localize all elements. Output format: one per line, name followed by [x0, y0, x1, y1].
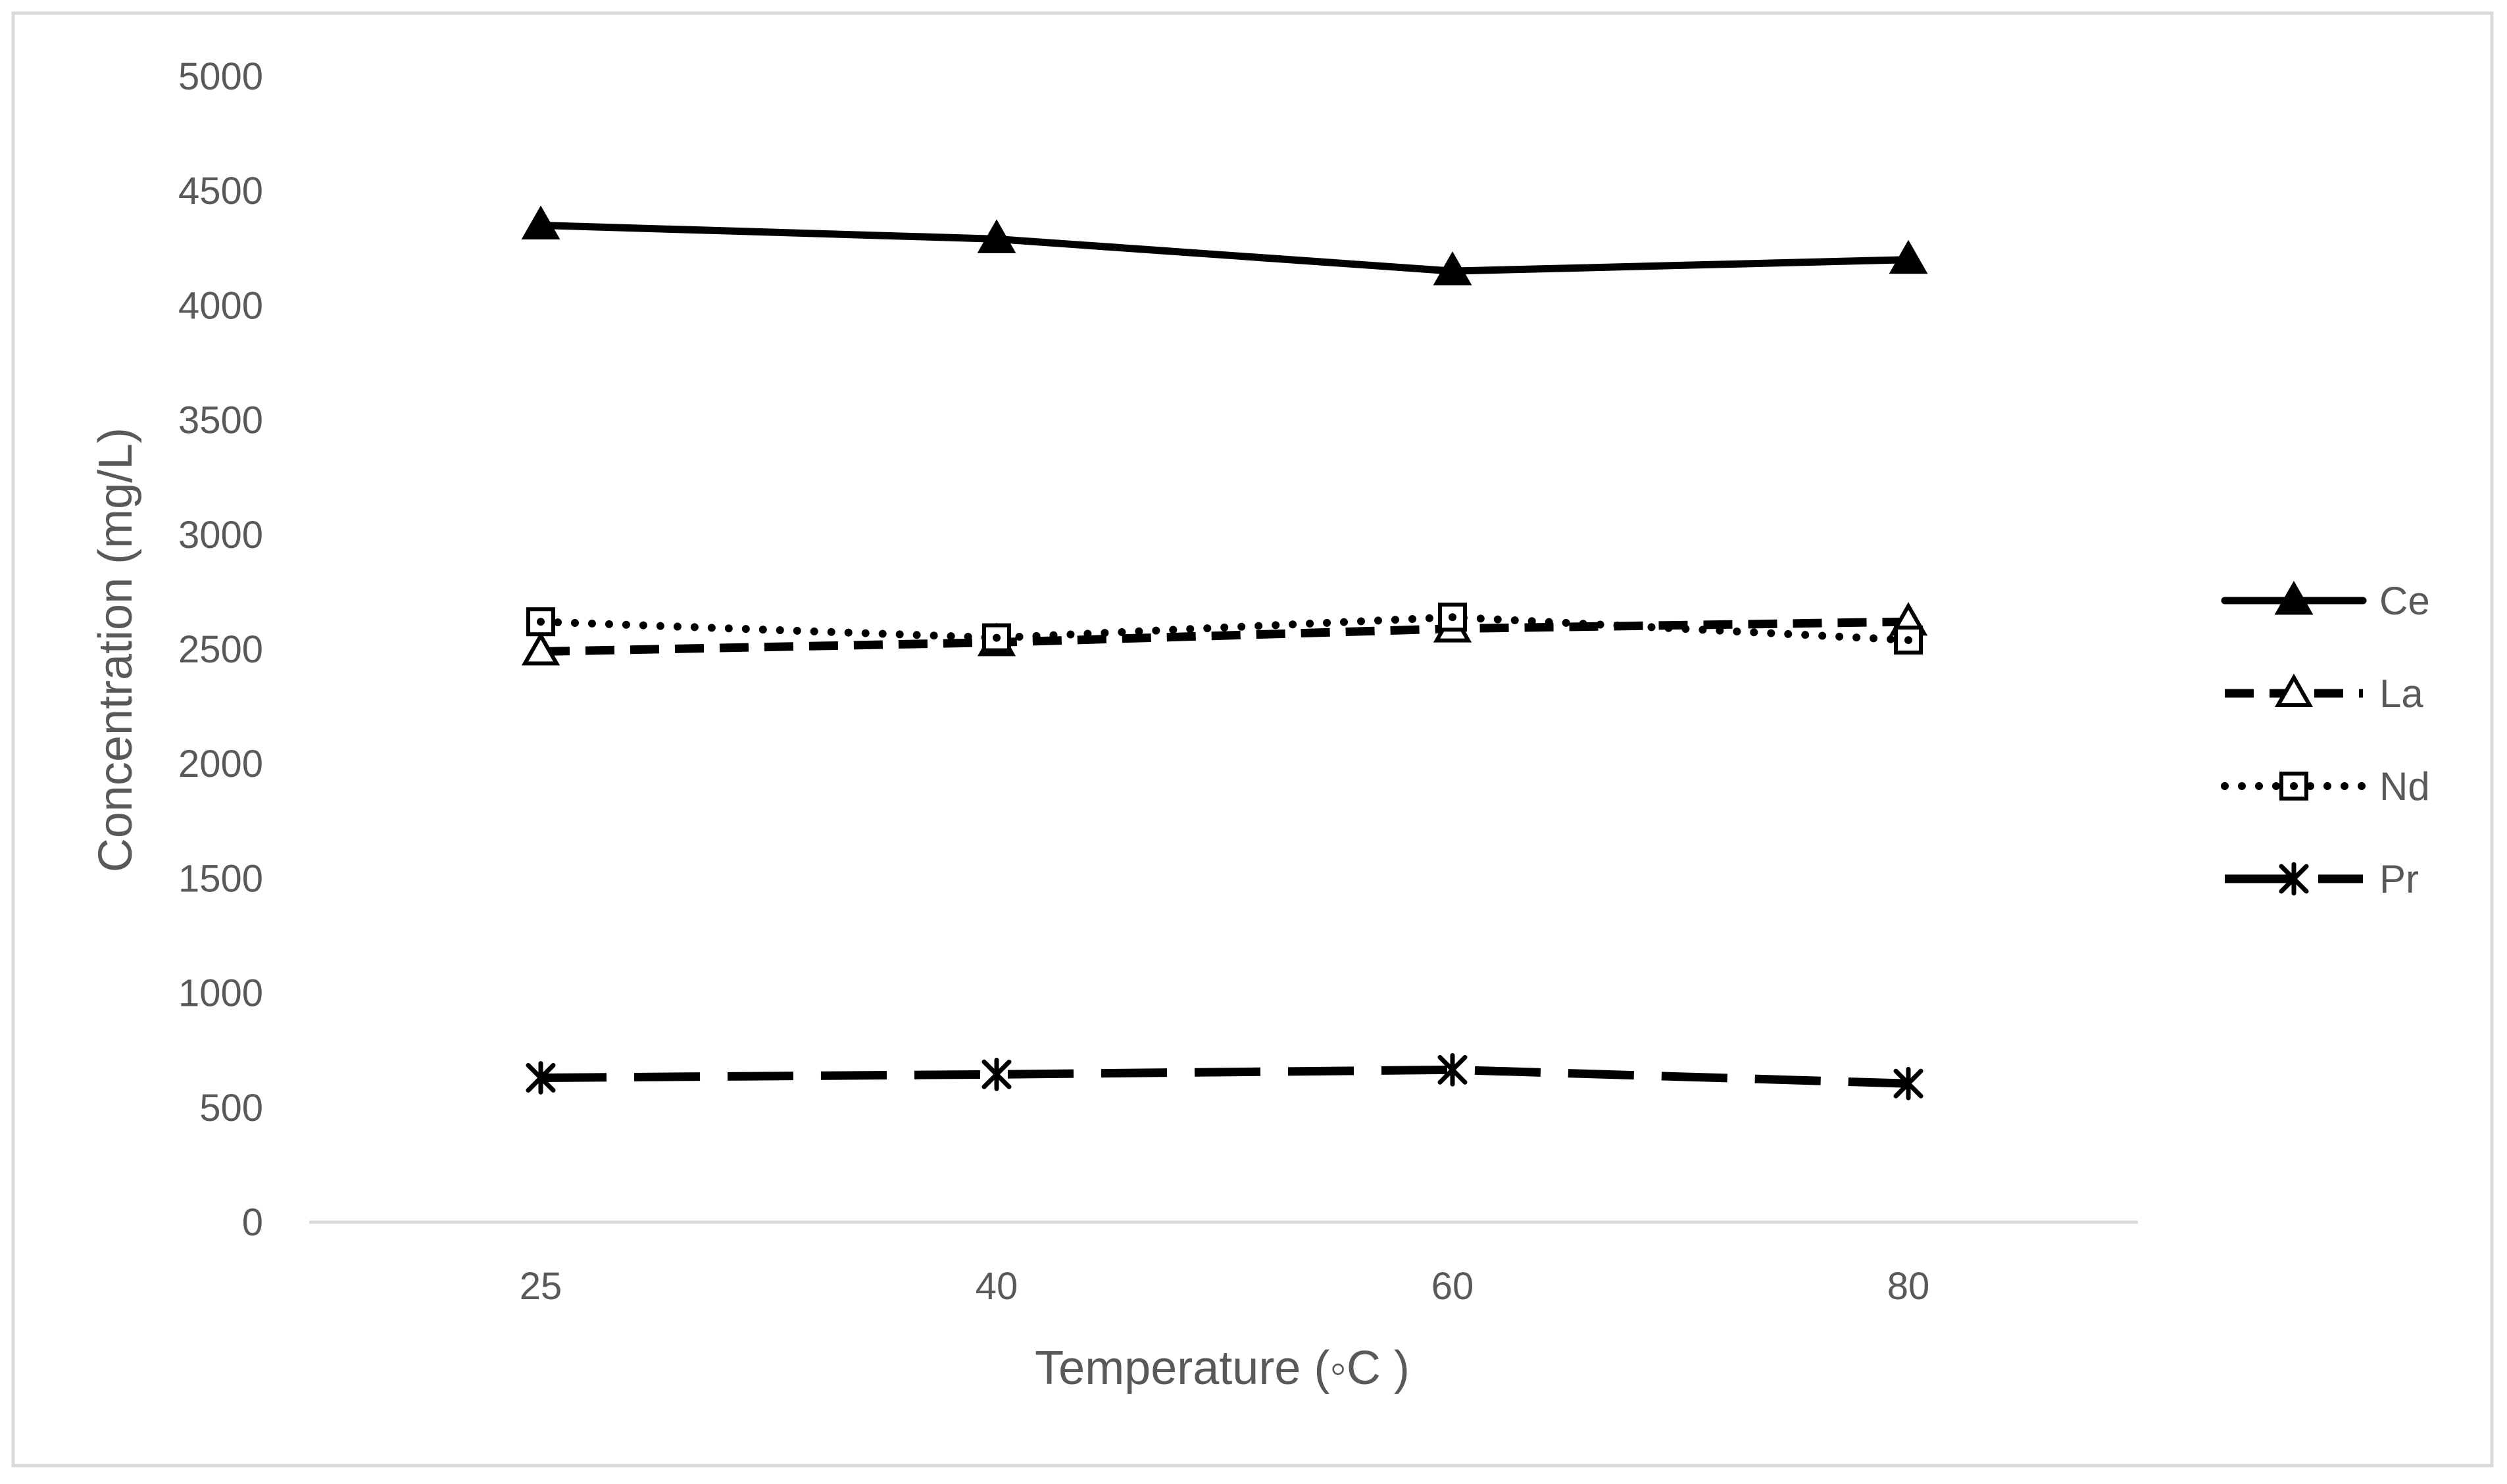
data-point — [521, 205, 560, 239]
data-point — [1893, 1066, 1924, 1101]
data-point — [2279, 862, 2309, 896]
legend-item-ce: Ce — [2221, 579, 2430, 623]
x-tick-label: 80 — [1887, 1265, 1930, 1308]
x-tick-label: 40 — [976, 1265, 1018, 1308]
series-line — [540, 1065, 1909, 1088]
y-tick-label: 4000 — [178, 284, 263, 327]
series-line — [540, 617, 1909, 656]
y-tick-label: 4500 — [178, 170, 263, 212]
data-point — [977, 219, 1016, 253]
series-line — [537, 613, 1912, 645]
data-point — [982, 623, 1011, 653]
series-pr — [526, 1052, 1924, 1101]
data-point-square — [526, 607, 555, 637]
y-tick-label: 2000 — [178, 743, 263, 785]
y-tick-label: 1500 — [178, 857, 263, 900]
series-line — [537, 221, 1912, 275]
data-point — [526, 607, 555, 637]
legend-label: Pr — [2379, 857, 2419, 901]
legend-label: Nd — [2379, 764, 2430, 808]
legend: Ce La Nd Pr — [2221, 579, 2430, 901]
legend-label: La — [2379, 672, 2423, 716]
y-axis-title: Concentration (mg/L) — [89, 428, 142, 872]
data-point — [1894, 626, 1923, 655]
data-point — [2274, 673, 2314, 707]
data-point — [526, 1061, 556, 1095]
data-point-dot — [1449, 613, 1456, 622]
data-point — [1433, 251, 1472, 285]
data-point — [1437, 1052, 1468, 1087]
data-point-dot — [537, 618, 545, 626]
data-point — [521, 631, 560, 666]
series-nd — [526, 603, 1923, 655]
data-point-dot — [1904, 636, 1912, 645]
legend-label: Ce — [2379, 579, 2430, 623]
data-point — [2274, 580, 2314, 615]
y-tick-label: 3500 — [178, 399, 263, 442]
x-axis-ticks: 25 40 60 80 — [520, 1265, 1930, 1308]
series-ce — [521, 205, 1928, 285]
series-layer — [521, 205, 1928, 1101]
data-point-dot — [993, 633, 1001, 642]
legend-item-nd: Nd — [2221, 764, 2430, 808]
data-point-dot — [2290, 782, 2298, 790]
legend-item-pr: Pr — [2225, 857, 2419, 901]
data-point — [1438, 603, 1467, 632]
legend-item-la: La — [2225, 672, 2423, 716]
x-axis-title: Temperature (◦C ) — [1035, 1342, 1410, 1395]
x-tick-label: 60 — [1431, 1265, 1474, 1308]
y-tick-label: 3000 — [178, 514, 263, 556]
y-tick-label: 2500 — [178, 628, 263, 671]
y-tick-label: 5000 — [178, 55, 263, 98]
y-axis-ticks: 0 500 1000 1500 2000 2500 3000 3500 4000 4500 5000 — [178, 55, 263, 1244]
chart-border — [11, 11, 2494, 1468]
y-tick-label: 500 — [199, 1087, 263, 1129]
data-point — [1889, 239, 1928, 274]
data-point — [981, 1057, 1012, 1091]
x-tick-label: 25 — [520, 1265, 562, 1308]
data-point — [2279, 772, 2308, 801]
y-tick-label: 1000 — [178, 972, 263, 1015]
y-tick-label: 0 — [242, 1201, 263, 1244]
